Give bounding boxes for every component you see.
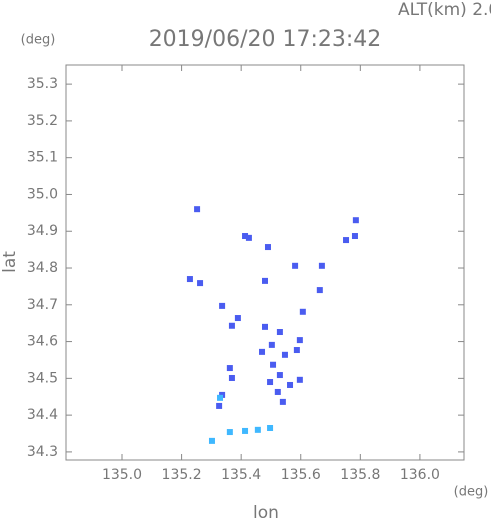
- y-tick-label: 34.6: [27, 334, 58, 350]
- x-axis-label: lon: [253, 503, 279, 521]
- echo-point: [242, 233, 249, 240]
- echo-point: [262, 323, 268, 330]
- echo-point: [262, 277, 268, 284]
- y-tick-label: 34.5: [27, 370, 58, 386]
- echo-point: [351, 233, 358, 240]
- y-axis-label: lat: [0, 251, 20, 273]
- echo-point: [279, 398, 286, 405]
- echo-point: [217, 394, 224, 401]
- echo-point: [276, 329, 283, 336]
- x-tick-label: 135.4: [221, 467, 261, 483]
- echo-point: [254, 426, 261, 433]
- y-tick-label: 35.2: [27, 113, 58, 129]
- echo-point: [208, 437, 215, 444]
- echo-point: [292, 262, 299, 269]
- echo-point: [293, 347, 300, 354]
- y-tick-label: 35.3: [27, 76, 58, 92]
- y-tick-label: 34.9: [27, 223, 58, 239]
- plot-frame: [65, 64, 465, 461]
- echo-point: [270, 361, 277, 368]
- echo-point: [267, 425, 274, 432]
- x-tick-label: 135.6: [281, 467, 321, 483]
- y-tick-label: 34.7: [27, 297, 58, 313]
- echo-point: [281, 351, 288, 358]
- x-tick-label: 135.2: [162, 467, 202, 483]
- echo-point: [242, 427, 249, 434]
- echo-point: [228, 322, 235, 329]
- echo-point: [296, 376, 303, 383]
- echo-point: [299, 308, 306, 315]
- echo-point: [296, 337, 303, 344]
- y-tick-label: 34.8: [27, 260, 58, 276]
- echo-point: [219, 302, 226, 309]
- x-tick-label: 135.0: [102, 467, 142, 483]
- echo-point: [234, 315, 241, 322]
- y-unit: (deg): [21, 33, 56, 48]
- x-unit: (deg): [454, 485, 489, 500]
- echo-point: [216, 402, 223, 409]
- echo-point: [268, 341, 275, 348]
- echo-point: [274, 388, 281, 395]
- echo-point: [287, 381, 294, 388]
- echo-point: [343, 237, 350, 244]
- echo-point: [352, 217, 359, 224]
- echo-point: [267, 379, 274, 386]
- echo-point: [194, 206, 201, 213]
- echo-point: [186, 276, 193, 283]
- chart-title: 2019/06/20 17:23:42: [149, 27, 382, 52]
- echo-point: [197, 280, 204, 287]
- x-tick-label: 135.8: [340, 467, 380, 483]
- echo-point: [226, 429, 233, 436]
- y-tick-label: 34.3: [27, 444, 58, 460]
- echo-point: [264, 244, 271, 251]
- y-tick-label: 35.0: [27, 186, 58, 202]
- x-tick-label: 136.0: [400, 467, 440, 483]
- y-tick-label: 34.4: [27, 407, 58, 423]
- altitude-label: ALT(km) 2.0: [398, 0, 491, 20]
- echo-point: [318, 262, 325, 269]
- y-tick-label: 35.1: [27, 150, 58, 166]
- echo-point: [228, 374, 235, 381]
- echo-point: [226, 365, 233, 372]
- echo-point: [245, 234, 252, 241]
- echo-point: [259, 348, 266, 355]
- echo-point: [316, 287, 323, 294]
- echo-point: [276, 372, 283, 379]
